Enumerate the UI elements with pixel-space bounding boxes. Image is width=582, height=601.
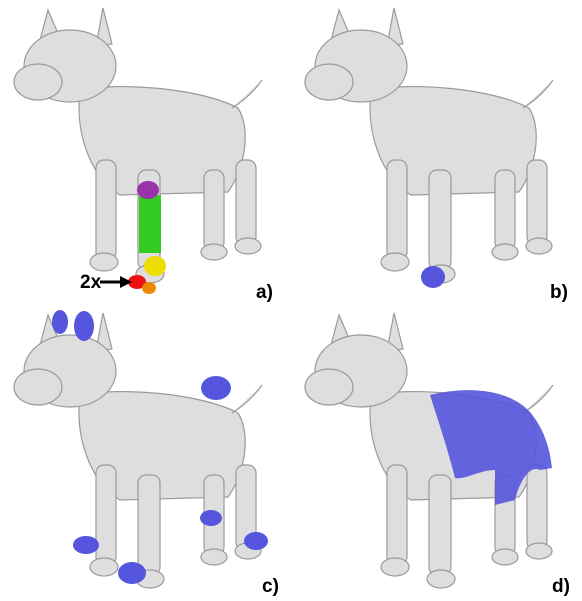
panel-label: d) — [552, 576, 570, 597]
segment-purple — [137, 181, 159, 199]
segment-orange — [142, 282, 156, 294]
region — [73, 536, 99, 554]
panel-b: b) — [305, 8, 568, 303]
panel-label: c) — [262, 576, 279, 597]
panel-a: 2x a) — [14, 8, 273, 303]
segment-green — [139, 195, 161, 253]
annotation: 2x — [80, 272, 102, 293]
panel-c: c) — [14, 310, 279, 597]
region — [421, 266, 445, 288]
segment-yellow — [144, 256, 166, 276]
panel-label: a) — [256, 282, 273, 303]
region — [244, 532, 268, 550]
region — [74, 311, 94, 341]
panel-label: b) — [550, 282, 568, 303]
region — [52, 310, 68, 334]
page: 2x a) b) c) d) (() => { const data = JSO… — [0, 0, 582, 601]
panel-d: d) — [305, 313, 570, 597]
region — [118, 562, 146, 584]
figure: 2x a) b) c) d) — [0, 0, 582, 601]
region — [201, 376, 231, 400]
region — [200, 510, 222, 526]
